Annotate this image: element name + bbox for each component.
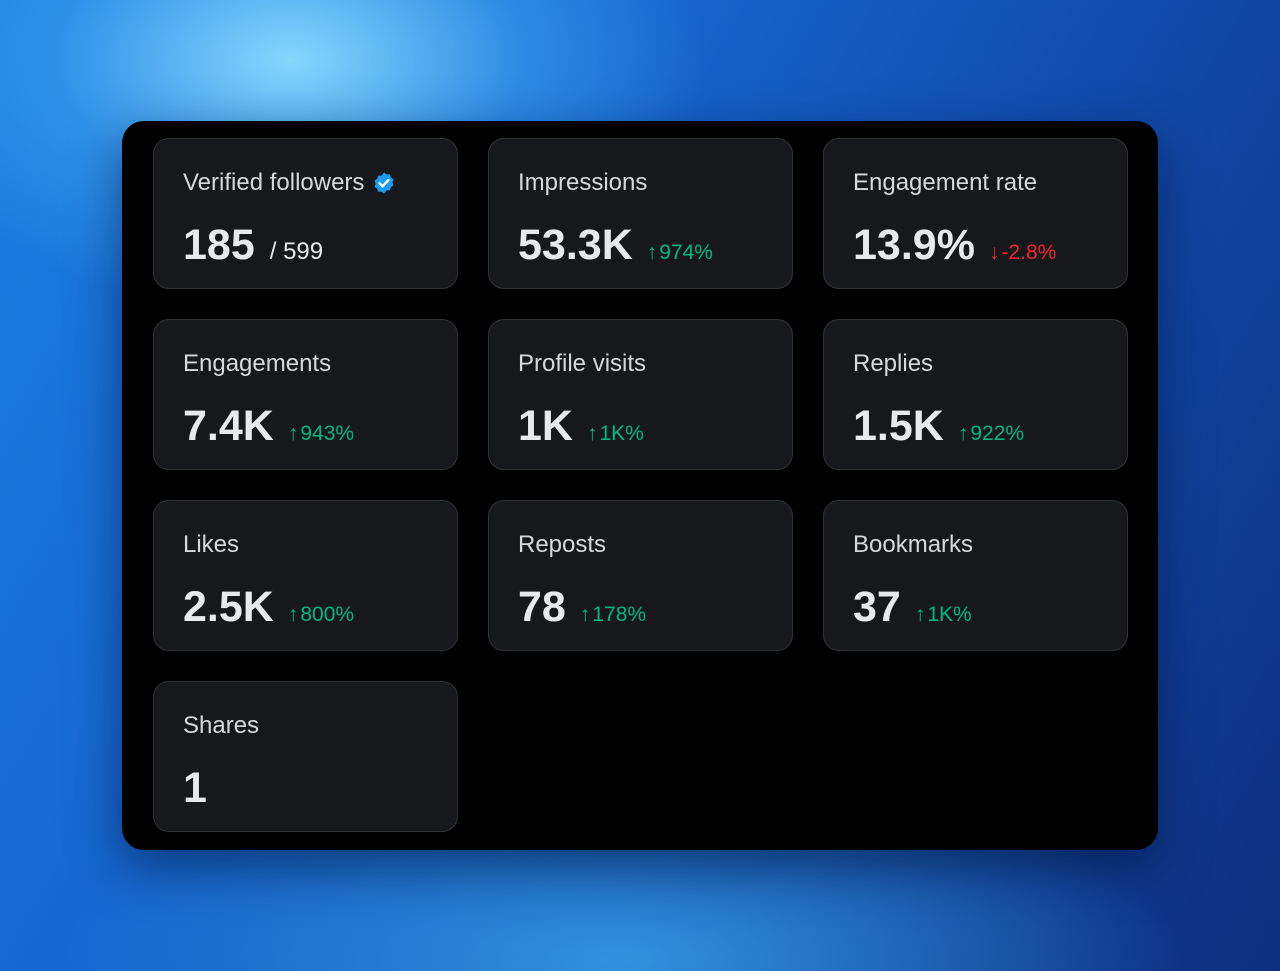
metric-card-bookmarks[interactable]: Bookmarks 37 ↑ 1K% [823,500,1128,651]
metric-delta: ↑ 943% [288,422,354,446]
metric-delta: ↑ 1K% [915,603,972,627]
metric-card-profile-visits[interactable]: Profile visits 1K ↑ 1K% [488,319,793,470]
metric-label: Reposts [518,531,607,558]
metric-delta-value: 1K% [927,603,972,626]
metric-value: 37 [853,583,901,631]
metric-value: 185 [183,221,255,269]
arrow-up-icon: ↑ [287,422,299,445]
analytics-panel: Verified followers 185 / 599 Impressions… [122,121,1158,850]
arrow-up-icon: ↑ [646,241,658,264]
metric-delta: ↑ 800% [288,603,354,627]
metric-label: Impressions [518,169,648,196]
metric-delta-value: 943% [300,422,355,445]
metric-card-likes[interactable]: Likes 2.5K ↑ 800% [153,500,458,651]
metric-value-row: 185 / 599 [183,221,323,270]
metric-value-row: 13.9% ↓ -2.8% [853,221,1056,270]
metric-value-row: 1 [183,764,207,813]
metric-label: Replies [853,350,934,377]
metric-value: 53.3K [518,221,633,269]
metric-delta-value: 974% [659,241,713,264]
metric-delta-value: 178% [592,603,647,626]
metric-card-shares[interactable]: Shares 1 [153,681,458,832]
metric-card-impressions[interactable]: Impressions 53.3K ↑ 974% [488,138,793,289]
metric-value: 2.5K [183,583,274,631]
metric-value: 7.4K [183,402,274,450]
metric-card-verified-followers[interactable]: Verified followers 185 / 599 [153,138,458,289]
metric-value-row: 53.3K ↑ 974% [518,221,713,270]
metric-value: 78 [518,583,566,631]
metric-value-row: 1.5K ↑ 922% [853,402,1024,451]
metric-delta: ↑ 922% [958,422,1024,446]
metric-delta: ↓ -2.8% [989,241,1056,265]
metric-label: Verified followers [183,169,365,196]
metric-delta-value: 922% [970,422,1025,445]
metric-delta: ↑ 178% [580,603,646,627]
verified-badge-icon [375,172,394,194]
metric-card-engagement-rate[interactable]: Engagement rate 13.9% ↓ -2.8% [823,138,1128,289]
metric-value: 1K [518,402,573,450]
metric-card-reposts[interactable]: Reposts 78 ↑ 178% [488,500,793,651]
metric-value-row: 78 ↑ 178% [518,583,646,632]
metric-total: / 599 [269,238,324,265]
arrow-up-icon: ↑ [287,603,299,626]
metric-delta-value: -2.8% [1001,241,1057,264]
metric-label: Likes [183,531,240,558]
metric-delta: ↑ 1K% [587,422,644,446]
metric-card-engagements[interactable]: Engagements 7.4K ↑ 943% [153,319,458,470]
metric-label: Bookmarks [853,531,974,558]
metric-label: Shares [183,712,260,739]
metric-value: 1.5K [853,402,944,450]
arrow-down-icon: ↓ [988,241,1000,264]
metric-value-row: 37 ↑ 1K% [853,583,972,632]
metric-label: Engagements [183,350,332,377]
metric-value: 1 [183,764,207,812]
arrow-up-icon: ↑ [914,603,926,626]
metric-value: 13.9% [853,221,975,269]
metric-delta-value: 800% [300,603,355,626]
metric-delta: ↑ 974% [647,241,713,265]
metric-card-replies[interactable]: Replies 1.5K ↑ 922% [823,319,1128,470]
metric-value-row: 1K ↑ 1K% [518,402,644,451]
metric-label: Profile visits [518,350,647,377]
arrow-up-icon: ↑ [957,422,969,445]
metric-label-row: Verified followers [183,169,396,197]
arrow-up-icon: ↑ [579,603,591,626]
metric-delta-value: 1K% [599,422,644,445]
metric-label: Engagement rate [853,169,1038,196]
metric-value-row: 7.4K ↑ 943% [183,402,354,451]
metric-value-row: 2.5K ↑ 800% [183,583,354,632]
arrow-up-icon: ↑ [586,422,598,445]
